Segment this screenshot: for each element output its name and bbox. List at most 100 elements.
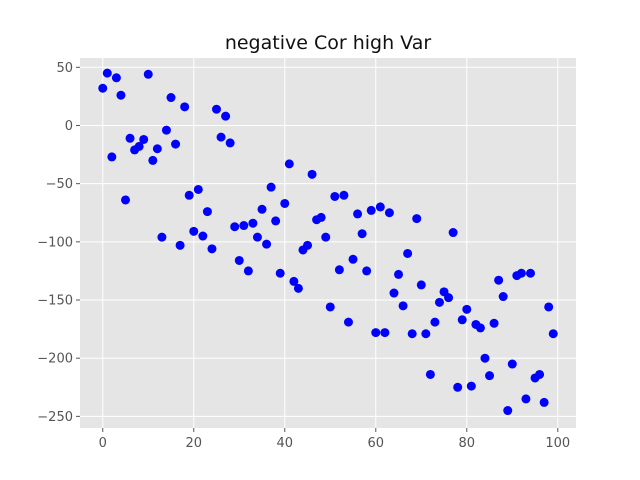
data-point [252,232,262,242]
data-point [125,133,135,143]
data-point [107,152,117,162]
data-point [148,155,158,165]
y-tick-label: −50 [46,177,73,192]
data-point [521,394,531,404]
data-point [544,302,554,312]
x-tick-label: 20 [185,436,202,451]
data-point [425,369,435,379]
x-tick-label: 40 [276,436,293,451]
data-point [257,204,267,214]
data-point [466,381,476,391]
chart-title: negative Cor high Var [225,32,432,54]
data-point [271,216,281,226]
data-point [444,293,454,303]
data-point [216,132,226,142]
y-tick-label: −100 [37,235,73,250]
data-point [184,190,194,200]
data-point [453,382,463,392]
data-point [248,218,258,228]
plot-area [80,58,576,428]
data-point [503,406,513,416]
x-tick-label: 100 [545,436,570,451]
data-point [225,138,235,148]
data-point [275,268,285,278]
data-point [366,205,376,215]
data-point [157,232,167,242]
data-point [116,90,126,100]
data-point [548,329,558,339]
y-tick-label: −250 [37,410,73,425]
data-point [284,159,294,169]
x-tick-label: 80 [459,436,476,451]
data-point [494,275,504,285]
data-point [403,248,413,258]
data-point [102,68,112,78]
data-point [516,268,526,278]
data-point [180,102,190,112]
data-point [525,268,535,278]
data-point [389,288,399,298]
data-point [485,371,495,381]
x-tick-label: 60 [368,436,385,451]
data-point [198,231,208,241]
data-point [407,329,417,339]
data-point [412,214,422,224]
data-point [175,240,185,250]
data-point [212,104,222,114]
data-point [348,254,358,264]
data-point [280,198,290,208]
data-point [339,190,349,200]
data-point [535,369,545,379]
data-point [262,239,272,249]
data-point [489,318,499,328]
data-point [143,69,153,79]
data-point [202,207,212,217]
data-point [316,212,326,222]
y-tick-label: 0 [65,119,73,134]
data-point [430,317,440,327]
data-point [380,328,390,338]
data-point [394,269,404,279]
data-point [139,134,149,144]
data-point [221,111,231,121]
data-point [189,226,199,236]
data-point [152,144,162,154]
data-point [434,297,444,307]
data-point [121,195,131,205]
y-tick-label: 50 [56,61,73,76]
data-point [307,169,317,179]
data-point [371,328,381,338]
data-point [321,232,331,242]
data-point [507,359,517,369]
data-point [134,141,144,151]
data-point [398,301,408,311]
data-point [498,292,508,302]
data-point [457,315,467,325]
data-point [161,125,171,135]
data-point [98,83,108,93]
data-point [234,255,244,265]
data-point [462,304,472,314]
data-point [384,208,394,218]
data-point [230,222,240,232]
data-point [448,228,458,238]
data-point [330,191,340,201]
data-point [239,221,249,231]
y-tick-label: −200 [37,352,73,367]
data-point [111,73,121,83]
data-point [357,229,367,239]
data-point [207,244,217,254]
data-point [166,93,176,103]
data-point [293,283,303,293]
data-point [243,266,253,276]
data-point [171,139,181,149]
grid [80,58,576,428]
axis-ticks: 0 20 40 60 80 100 50 0 −50 −100 −150 −200 −250 [37,61,570,451]
data-point [480,353,490,363]
data-point [289,276,299,286]
data-point [539,397,549,407]
data-points [98,68,558,416]
data-point [375,202,385,212]
data-point [266,182,276,192]
